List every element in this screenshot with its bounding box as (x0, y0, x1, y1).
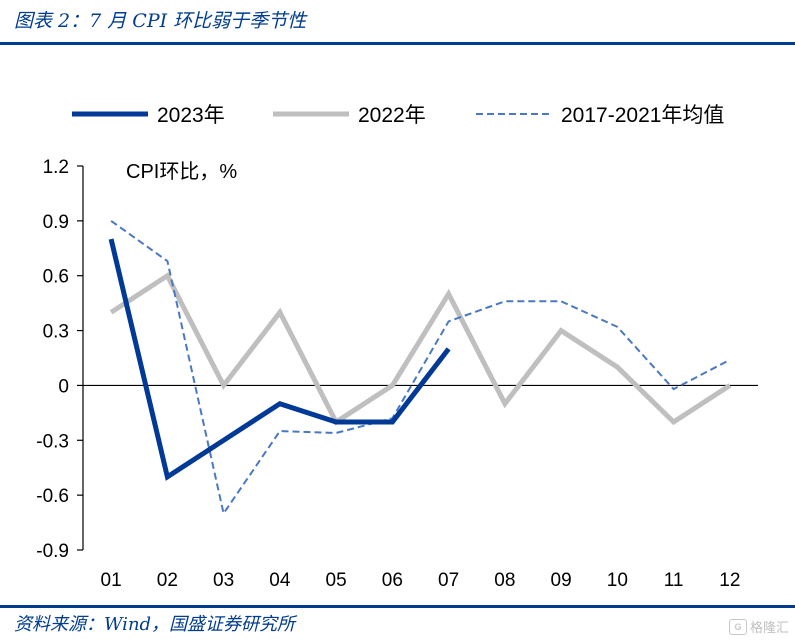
watermark-logo-icon: G (728, 618, 747, 635)
x-tick-label: 05 (326, 570, 347, 591)
x-tick-label: 03 (213, 570, 234, 591)
x-tick-label: 08 (494, 570, 515, 591)
x-tick-label: 02 (157, 570, 178, 591)
title-rule (0, 42, 795, 45)
x-tick-label: 12 (719, 570, 740, 591)
x-tick-label: 11 (664, 570, 684, 591)
y-tick-label: 0 (58, 376, 69, 397)
y-tick-label: 0.3 (43, 322, 69, 343)
watermark: G 格隆汇 (728, 617, 789, 636)
unit-label: CPI环比，% (126, 160, 237, 183)
y-tick-label: 0.6 (43, 267, 69, 288)
x-tick-label: 06 (382, 570, 403, 591)
series-line-2017-2021 (110, 220, 731, 516)
legend-label-2023: 2023年 (157, 104, 225, 127)
source-rule (0, 605, 795, 608)
x-tick-label: 07 (438, 570, 459, 591)
x-tick-label: 01 (101, 570, 122, 591)
line-chart: 2023年 2022年 2017-2021年均值 CPI环比，% -0.9 -0.6 -… (36, 104, 758, 591)
y-tick-label: 1.2 (43, 157, 69, 178)
chart-legend: 2023年 2022年 2017-2021年均值 (72, 104, 724, 127)
x-tick-label: 09 (551, 570, 572, 591)
x-tick-label: 10 (607, 570, 628, 591)
legend-label-2017-2021: 2017-2021年均值 (561, 104, 724, 127)
series-line-2022 (109, 272, 732, 426)
x-tick-label: 04 (269, 570, 291, 591)
figure-title: 图表 2：7 月 CPI 环比弱于季节性 (14, 10, 307, 32)
legend-label-2022: 2022年 (358, 104, 426, 127)
y-tick-label: -0.3 (36, 431, 69, 452)
figure-source: 资料来源：Wind，国盛证券研究所 (14, 614, 296, 635)
series-layer (108, 220, 732, 516)
series-line-2023 (108, 238, 451, 481)
y-tick-label: -0.6 (36, 486, 69, 507)
y-tick-label: -0.9 (36, 541, 69, 562)
watermark-text: 格隆汇 (749, 620, 789, 635)
y-tick-label: 0.9 (43, 212, 69, 233)
